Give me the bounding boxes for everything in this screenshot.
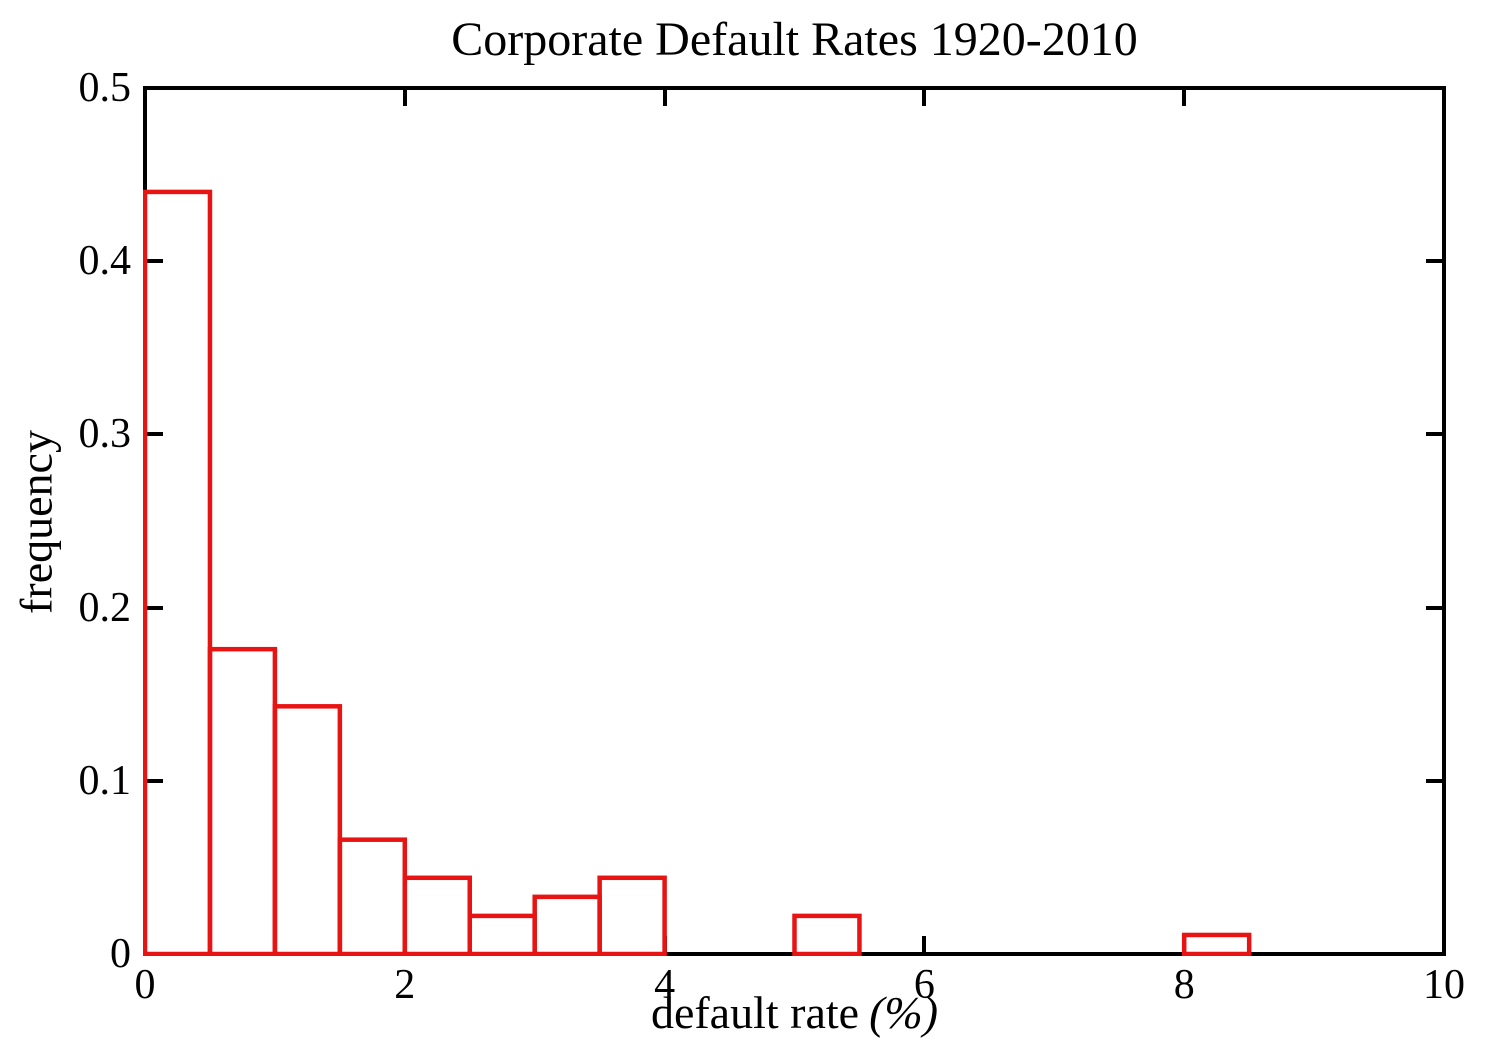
y-tick-right bbox=[1426, 432, 1442, 437]
y-tick-label: 0.3 bbox=[78, 411, 132, 458]
x-tick-label: 0 bbox=[134, 962, 156, 1008]
x-tick-top bbox=[1442, 90, 1446, 106]
x-tick-label: 4 bbox=[654, 962, 676, 1008]
histogram-bar bbox=[1181, 932, 1252, 956]
y-tick-label: 0.4 bbox=[78, 238, 132, 285]
plot-area bbox=[143, 86, 1446, 956]
y-tick-left bbox=[147, 605, 163, 610]
histogram-bar bbox=[402, 875, 472, 956]
histogram-bar bbox=[597, 875, 667, 956]
x-tick-label: 8 bbox=[1173, 962, 1195, 1008]
y-tick-label: 0 bbox=[110, 931, 131, 977]
y-tick-right bbox=[1426, 86, 1442, 90]
histogram-bar bbox=[792, 913, 862, 956]
x-tick-top bbox=[143, 90, 147, 106]
y-tick-label: 0.1 bbox=[78, 757, 132, 804]
x-tick-top bbox=[1182, 90, 1187, 106]
y-tick-left bbox=[147, 86, 163, 90]
y-tick-right bbox=[1426, 605, 1442, 610]
x-tick-bottom bbox=[922, 936, 927, 952]
y-tick-left bbox=[147, 778, 163, 783]
histogram-bar bbox=[337, 837, 408, 956]
y-tick-left bbox=[147, 259, 163, 264]
x-tick-top bbox=[662, 90, 667, 106]
x-axis-label-unit: (%) bbox=[869, 987, 939, 1038]
x-tick-bottom bbox=[1442, 936, 1446, 952]
x-tick-top bbox=[922, 90, 927, 106]
x-tick-label: 2 bbox=[394, 962, 416, 1008]
histogram-bars bbox=[143, 189, 1252, 956]
histogram-bar bbox=[467, 913, 537, 956]
y-tick-label: 0.5 bbox=[78, 65, 132, 111]
x-axis-label-text: default rate bbox=[650, 987, 860, 1038]
x-tick-label: 10 bbox=[1423, 962, 1465, 1008]
x-axis-label: default rate (%) bbox=[143, 986, 1446, 1039]
histogram-bar bbox=[207, 646, 278, 956]
y-tick-left bbox=[147, 432, 163, 437]
y-tick-right bbox=[1426, 778, 1442, 783]
histogram-bar bbox=[143, 189, 213, 956]
y-tick-label: 0.2 bbox=[78, 584, 132, 631]
x-tick-label: 6 bbox=[913, 962, 935, 1008]
x-tick-top bbox=[402, 90, 407, 106]
chart-title: Corporate Default Rates 1920-2010 bbox=[451, 13, 1138, 66]
histogram-bar bbox=[532, 894, 602, 956]
y-tick-right bbox=[1426, 952, 1442, 956]
y-tick-right bbox=[1426, 259, 1442, 264]
histogram-bar bbox=[272, 704, 343, 956]
